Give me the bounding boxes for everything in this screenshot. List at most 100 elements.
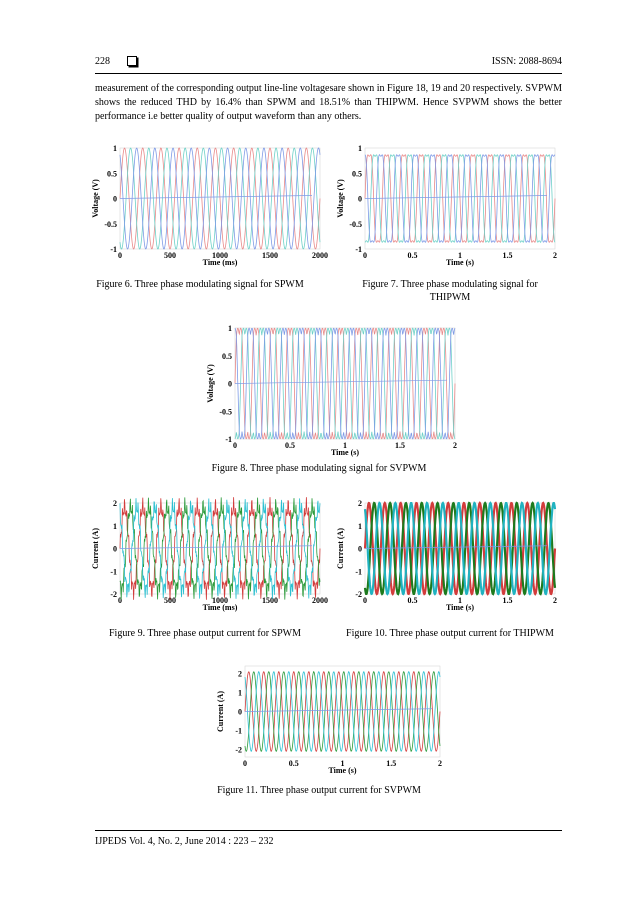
x-tick-label: 0 xyxy=(233,441,237,450)
series-line-2 xyxy=(119,147,321,250)
series-line-2 xyxy=(119,497,321,600)
footer-rule xyxy=(95,830,562,831)
y-tick-label: 0 xyxy=(113,195,117,204)
x-tick-label: 1.5 xyxy=(503,251,513,260)
y-axis-label: Current (A) xyxy=(216,691,225,732)
y-tick-label: 0 xyxy=(238,708,242,717)
x-tick-label: 1000 xyxy=(212,596,228,605)
y-axis-label: Voltage (V) xyxy=(206,364,215,403)
figure-11: 2 1 0 -1 -2 0 0.5 1 1.5 2 Time (s) Current (A) xyxy=(210,660,445,775)
reference-line xyxy=(244,708,433,712)
issn-label: ISSN: 2088-8694 xyxy=(491,56,562,67)
checkbox-square-icon xyxy=(127,56,137,66)
y-tick-label: 1 xyxy=(113,522,117,531)
y-tick-label: 1 xyxy=(358,522,362,531)
y-tick-label: 2 xyxy=(113,499,117,508)
x-tick-label: 1.5 xyxy=(503,596,513,605)
x-tick-label: 1.5 xyxy=(386,759,396,768)
x-tick-label: 1500 xyxy=(262,251,278,260)
y-tick-label: -2 xyxy=(110,590,117,599)
y-tick-label: 1 xyxy=(228,324,232,333)
caption-fig9: Figure 9. Three phase output current for… xyxy=(109,628,301,639)
x-axis-label: Time (s) xyxy=(446,258,474,267)
series-line-1 xyxy=(244,671,441,752)
figure-10: 2 1 0 -1 -2 0 0.5 1 1.5 2 Time (s) Current (A) xyxy=(330,497,560,612)
y-tick-label: 2 xyxy=(238,670,242,679)
page-footer: IJPEDS Vol. 4, No. 2, June 2014 : 223 – … xyxy=(95,836,274,847)
reference-line xyxy=(234,379,448,384)
y-tick-label: 1 xyxy=(238,689,242,698)
x-tick-label: 0 xyxy=(243,759,247,768)
y-tick-label: -1 xyxy=(235,726,242,735)
reference-line xyxy=(364,545,548,549)
x-tick-label: 0 xyxy=(118,596,122,605)
x-tick-label: 0.5 xyxy=(408,596,418,605)
caption-fig8: Figure 8. Three phase modulating signal … xyxy=(211,463,427,474)
y-tick-label: 2 xyxy=(358,499,362,508)
series-line-3 xyxy=(119,147,321,250)
y-tick-label: 0.5 xyxy=(222,352,232,361)
x-axis-label: Time (s) xyxy=(331,448,359,457)
series-line-1 xyxy=(234,327,456,440)
figure-9: 2 1 0 -1 -2 0 500 1000 1500 2000 Time (ms) Current … xyxy=(85,497,328,612)
y-tick-label: -1 xyxy=(110,567,117,576)
y-tick-label: 0.5 xyxy=(352,169,362,178)
page-number: 228 xyxy=(95,56,110,67)
x-tick-label: 500 xyxy=(164,251,176,260)
series-line-3 xyxy=(364,154,556,243)
y-tick-label: -1 xyxy=(225,435,232,444)
y-tick-label: -0.5 xyxy=(349,220,362,229)
x-tick-label: 2 xyxy=(453,441,457,450)
body-paragraph: measurement of the corresponding output … xyxy=(95,83,562,122)
series-line-2 xyxy=(364,154,556,243)
x-tick-label: 0 xyxy=(363,251,367,260)
x-tick-label: 2 xyxy=(553,251,557,260)
x-tick-label: 2 xyxy=(553,596,557,605)
y-tick-label: -2 xyxy=(235,745,242,754)
x-axis-label: Time (ms) xyxy=(203,603,238,612)
caption-fig6: Figure 6. Three phase modulating signal … xyxy=(96,279,304,290)
y-axis-label: Current (A) xyxy=(336,528,345,569)
series-line-3 xyxy=(244,671,441,752)
y-tick-label: 1 xyxy=(358,144,362,153)
y-tick-label: 1 xyxy=(113,144,117,153)
x-tick-label: 0.5 xyxy=(285,441,295,450)
y-tick-label: -1 xyxy=(355,245,362,254)
series-line-1 xyxy=(119,497,321,600)
y-axis-label: Voltage (V) xyxy=(336,179,345,218)
y-tick-label: -0.5 xyxy=(219,407,232,416)
y-tick-label: 0.5 xyxy=(107,169,117,178)
x-tick-label: 1 xyxy=(458,596,462,605)
x-tick-label: 1000 xyxy=(212,251,228,260)
x-tick-label: 1 xyxy=(458,251,462,260)
x-axis-label: Time (s) xyxy=(328,766,356,775)
caption-fig7: Figure 7. Three phase modulating signal … xyxy=(362,279,538,303)
x-tick-label: 1 xyxy=(343,441,347,450)
y-axis-label: Voltage (V) xyxy=(91,179,100,218)
x-tick-label: 2000 xyxy=(312,251,328,260)
x-axis-label: Time (ms) xyxy=(203,258,238,267)
series-line-2 xyxy=(244,671,441,752)
x-axis-label: Time (s) xyxy=(446,603,474,612)
x-tick-label: 1500 xyxy=(262,596,278,605)
y-axis-label: Current (A) xyxy=(91,528,100,569)
y-tick-label: -0.5 xyxy=(104,220,117,229)
x-tick-label: 0 xyxy=(363,596,367,605)
figure-6: 1 0.5 0 -0.5 -1 0 500 1000 1500 2000 Time (ms) Volt… xyxy=(85,142,328,267)
figure-7: 1 0.5 0 -0.5 -1 0 0.5 1 1.5 2 Time (s) Voltage (V) xyxy=(330,142,560,267)
x-tick-label: 500 xyxy=(164,596,176,605)
x-tick-label: 2 xyxy=(438,759,442,768)
series-line-1 xyxy=(364,154,556,243)
y-tick-label: 0 xyxy=(358,545,362,554)
y-tick-label: 0 xyxy=(113,545,117,554)
reference-line xyxy=(364,195,548,199)
x-tick-label: 2000 xyxy=(312,596,328,605)
y-tick-label: 0 xyxy=(228,380,232,389)
series-line-2 xyxy=(234,327,456,440)
y-tick-label: 0 xyxy=(358,195,362,204)
caption-fig11: Figure 11. Three phase output current fo… xyxy=(217,785,421,796)
